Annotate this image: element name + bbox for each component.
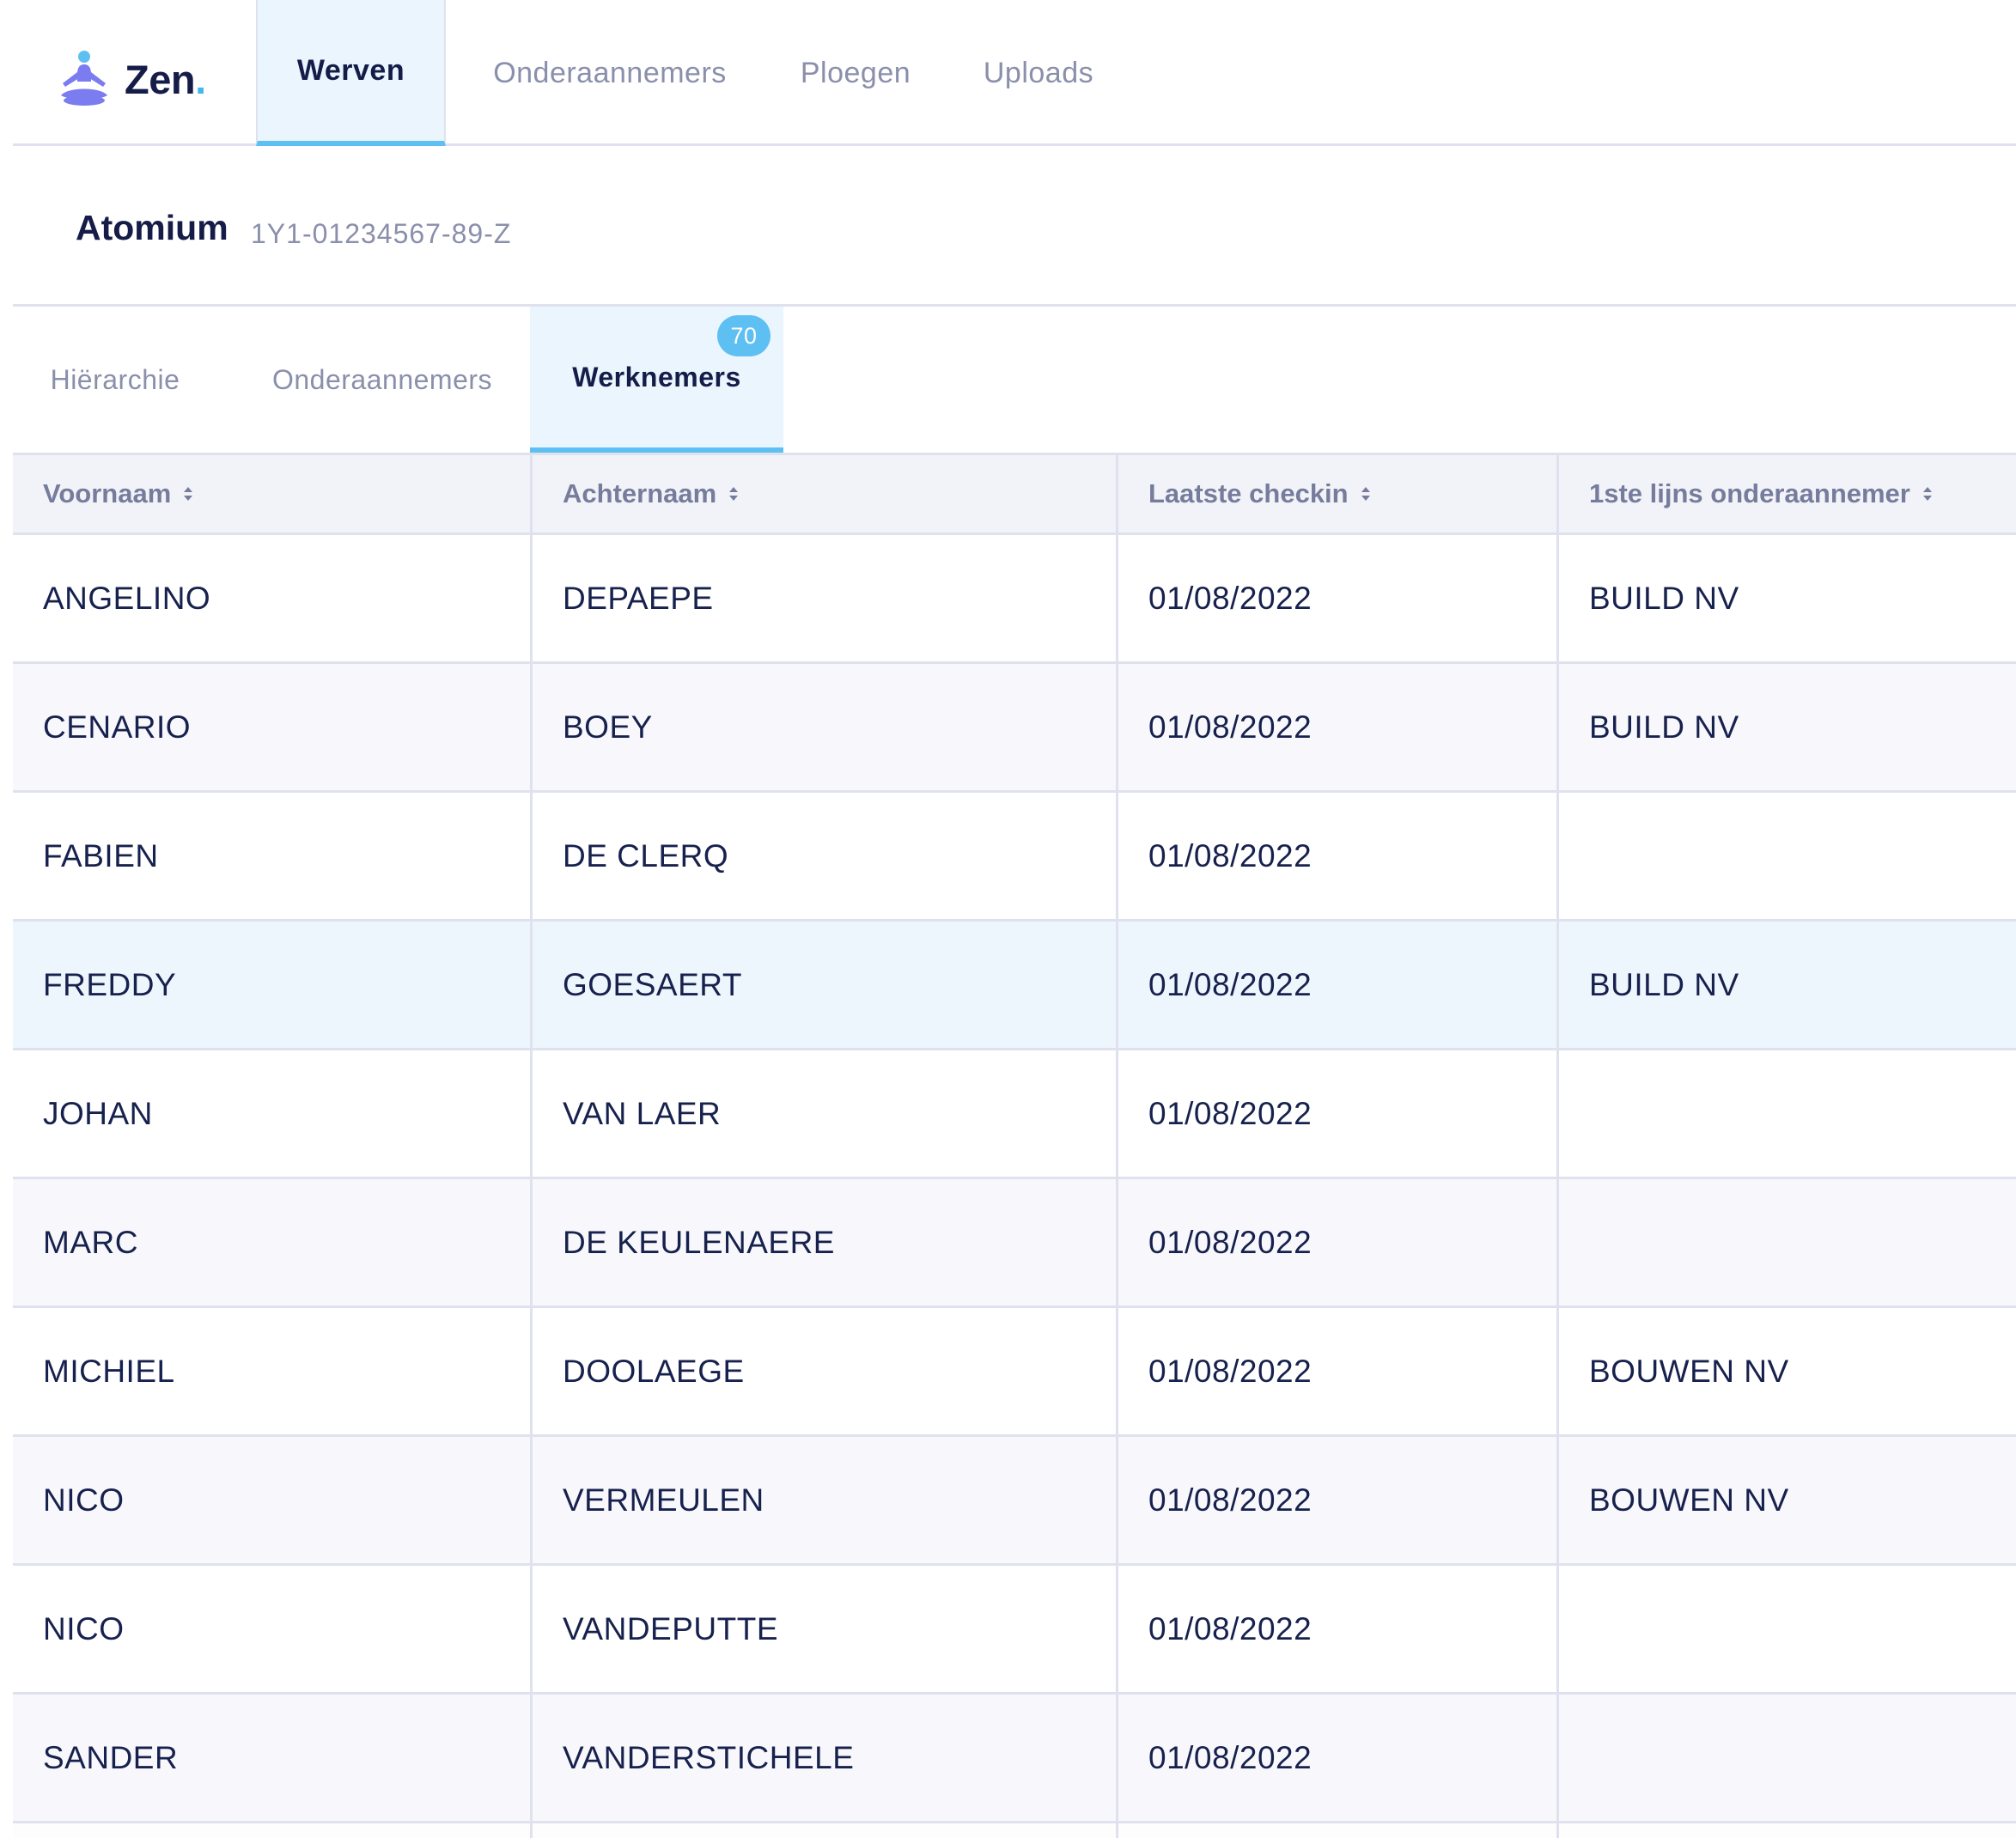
column-header-laatste-checkin[interactable]: Laatste checkin <box>1118 455 1559 533</box>
table-row[interactable]: NICO VANDEPUTTE 01/08/2022 <box>13 1566 2016 1695</box>
column-divider <box>530 455 533 1838</box>
cell-laatste-checkin: 01/08/2022 <box>1148 580 1313 616</box>
tab-hierarchie[interactable]: Hiërarchie <box>41 307 189 453</box>
cell-onderaannemer: BOUWEN NV <box>1589 1482 1789 1518</box>
cell-laatste-checkin: 01/08/2022 <box>1148 1739 1313 1775</box>
nav-tab-onderaannemers[interactable]: Onderaannemers <box>478 0 741 146</box>
cell-achternaam: DOOLAEGE <box>563 1353 745 1389</box>
zen-logo[interactable]: Zen. <box>56 45 206 113</box>
cell-laatste-checkin: 01/08/2022 <box>1148 1224 1313 1260</box>
cell-voornaam: CENARIO <box>43 709 192 745</box>
cell-voornaam: ANGELINO <box>43 580 211 616</box>
cell-laatste-checkin: 01/08/2022 <box>1148 966 1313 1002</box>
sort-icon <box>1922 485 1933 502</box>
logo-text: Zen. <box>125 56 206 102</box>
cell-voornaam: SANDER <box>43 1739 179 1775</box>
cell-achternaam: BOEY <box>563 709 653 745</box>
nav-tab-ploegen[interactable]: Ploegen <box>784 0 927 146</box>
sub-tabs: Hiërarchie Onderaannemers Werknemers 70 <box>13 307 2016 453</box>
table-header: Voornaam Achternaam Laatste checkin 1ste… <box>13 455 2016 535</box>
cell-achternaam: DE KEULENAERE <box>563 1224 835 1260</box>
cell-onderaannemer <box>1559 1050 1589 1177</box>
table-body: ANGELINO DEPAEPE 01/08/2022 BUILD NV CEN… <box>13 535 2016 1823</box>
nav-tab-label: Werven <box>296 53 405 87</box>
app: Zen. Werven Onderaannemers Ploegen Uploa… <box>13 0 2016 1838</box>
table-row[interactable]: FREDDY GOESAERT 01/08/2022 BUILD NV <box>13 922 2016 1050</box>
tab-label: Hiërarchie <box>50 363 180 395</box>
column-header-voornaam[interactable]: Voornaam <box>13 455 530 533</box>
cell-achternaam: VANDEPUTTE <box>563 1610 779 1646</box>
tab-onderaannemers[interactable]: Onderaannemers <box>253 307 511 453</box>
table-row[interactable]: MICHIEL DOOLAEGE 01/08/2022 BOUWEN NV <box>13 1308 2016 1437</box>
cell-voornaam: JOHAN <box>43 1095 153 1131</box>
nav-tab-werven[interactable]: Werven <box>256 0 446 146</box>
table-row[interactable]: JOHAN VAN LAER 01/08/2022 <box>13 1050 2016 1179</box>
count-badge: 70 <box>717 315 770 356</box>
table-row[interactable]: FABIEN DE CLERQ 01/08/2022 <box>13 793 2016 922</box>
sort-icon <box>1361 485 1371 502</box>
cell-voornaam: MICHIEL <box>43 1353 175 1389</box>
cell-onderaannemer: BUILD NV <box>1589 580 1739 616</box>
table-row[interactable]: CENARIO BOEY 01/08/2022 BUILD NV <box>13 664 2016 793</box>
project-code: 1Y1-01234567-89-Z <box>251 218 512 249</box>
cell-achternaam: GOESAERT <box>563 966 742 1002</box>
cell-laatste-checkin: 01/08/2022 <box>1148 1353 1313 1389</box>
tab-label: Werknemers <box>572 361 741 393</box>
cell-laatste-checkin: 01/08/2022 <box>1148 1482 1313 1518</box>
column-header-achternaam[interactable]: Achternaam <box>533 455 1118 533</box>
cell-laatste-checkin: 01/08/2022 <box>1148 1095 1313 1131</box>
cell-achternaam: VERMEULEN <box>563 1482 764 1518</box>
cell-voornaam: FABIEN <box>43 837 159 873</box>
tab-label: Onderaannemers <box>271 363 493 395</box>
cell-achternaam: DE CLERQ <box>563 837 729 873</box>
top-nav: Zen. Werven Onderaannemers Ploegen Uploa… <box>13 0 2016 146</box>
column-divider <box>1116 455 1118 1838</box>
nav-tab-label: Onderaannemers <box>493 56 727 89</box>
column-divider <box>1556 455 1559 1838</box>
cell-onderaannemer <box>1559 1566 1589 1692</box>
cell-onderaannemer <box>1559 793 1589 919</box>
sort-icon <box>728 485 739 502</box>
cell-voornaam: NICO <box>43 1482 125 1518</box>
cell-onderaannemer <box>1559 1179 1589 1305</box>
cell-voornaam: NICO <box>43 1610 125 1646</box>
nav-tab-label: Ploegen <box>800 56 911 89</box>
sort-icon <box>183 485 193 502</box>
project-header: Atomium 1Y1-01234567-89-Z <box>13 146 2016 307</box>
table-row[interactable]: ANGELINO DEPAEPE 01/08/2022 BUILD NV <box>13 535 2016 664</box>
cell-achternaam: VANDERSTICHELE <box>563 1739 855 1775</box>
employees-table: Voornaam Achternaam Laatste checkin 1ste… <box>13 453 2016 1838</box>
column-header-label: Voornaam <box>43 478 172 508</box>
cell-achternaam: DEPAEPE <box>563 580 714 616</box>
project-title: Atomium <box>76 208 228 247</box>
column-header-label: Achternaam <box>563 478 717 508</box>
meditation-icon <box>56 49 113 109</box>
table-row[interactable]: NICO VERMEULEN 01/08/2022 BOUWEN NV <box>13 1437 2016 1566</box>
cell-onderaannemer: BUILD NV <box>1589 966 1739 1002</box>
column-header-label: Laatste checkin <box>1148 478 1349 508</box>
cell-voornaam: MARC <box>43 1224 138 1260</box>
cell-achternaam: VAN LAER <box>563 1095 722 1131</box>
table-row[interactable]: MARC DE KEULENAERE 01/08/2022 <box>13 1179 2016 1308</box>
cell-onderaannemer: BOUWEN NV <box>1589 1353 1789 1389</box>
nav-tab-uploads[interactable]: Uploads <box>970 0 1107 146</box>
cell-voornaam: FREDDY <box>43 966 177 1002</box>
tab-werknemers[interactable]: Werknemers 70 <box>530 307 783 453</box>
column-header-label: 1ste lijns onderaannemer <box>1589 478 1910 508</box>
nav-tab-label: Uploads <box>983 56 1094 89</box>
cell-onderaannemer: BUILD NV <box>1589 709 1739 745</box>
table-row[interactable]: SANDER VANDERSTICHELE 01/08/2022 <box>13 1695 2016 1823</box>
cell-laatste-checkin: 01/08/2022 <box>1148 837 1313 873</box>
cell-onderaannemer <box>1559 1695 1589 1821</box>
cell-laatste-checkin: 01/08/2022 <box>1148 709 1313 745</box>
cell-laatste-checkin: 01/08/2022 <box>1148 1610 1313 1646</box>
column-header-onderaannemer[interactable]: 1ste lijns onderaannemer <box>1559 455 2016 533</box>
